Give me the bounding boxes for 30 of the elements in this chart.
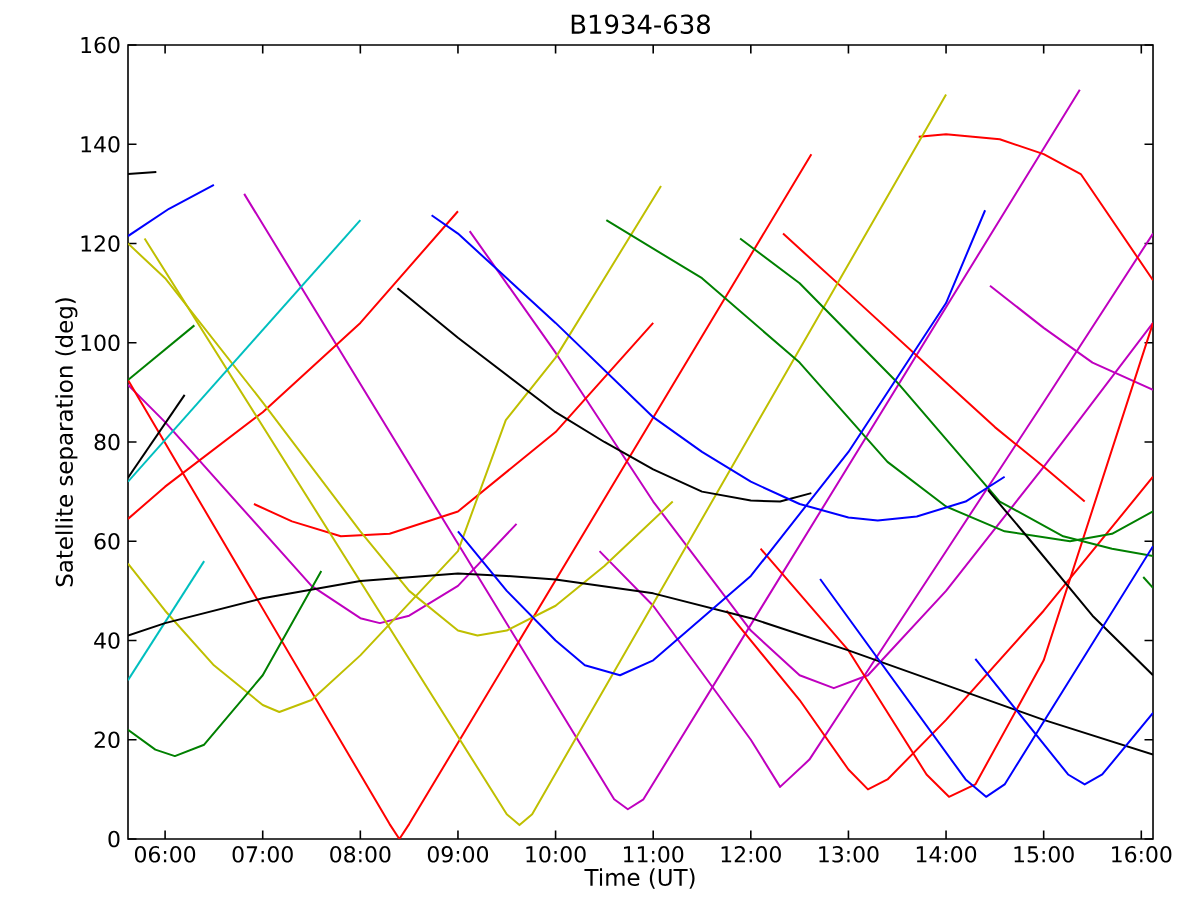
x-tick-label: 13:00	[819, 846, 879, 863]
y-tick-label: 60	[94, 532, 120, 550]
y-axis-title: Satellite separation (deg)	[55, 298, 78, 587]
x-tick-label: 12:00	[721, 846, 781, 863]
x-tick-label: 15:00	[1014, 846, 1074, 863]
chart-title: B1934-638	[571, 14, 710, 34]
y-tick-label: 140	[81, 135, 120, 153]
y-tick-label: 20	[94, 731, 120, 749]
x-tick-label: 08:00	[330, 846, 391, 863]
line-series	[782, 232, 1086, 503]
y-tick-label: 120	[81, 235, 120, 252]
line-series	[396, 287, 813, 503]
y-tick-label: 40	[94, 632, 120, 649]
x-tick-label: 10:00	[526, 846, 586, 863]
x-tick-label: 14:00	[916, 846, 977, 863]
x-axis-title: Time (UT)	[584, 868, 695, 889]
line-series	[252, 321, 655, 538]
x-tick-label: 07:00	[232, 846, 293, 863]
x-tick-label: 11:00	[624, 846, 684, 863]
y-tick-label: 160	[81, 36, 120, 54]
y-tick-label: 100	[81, 334, 120, 352]
line-series	[128, 570, 323, 758]
line-series	[917, 133, 1154, 282]
line-series	[819, 545, 1154, 798]
x-tick-label: 09:00	[427, 846, 489, 863]
line-series	[128, 153, 813, 839]
y-tick-label: 80	[94, 433, 120, 451]
x-tick-label: 16:00	[1112, 846, 1172, 863]
x-tick-label: 06:00	[134, 846, 196, 863]
y-tick-label: 0	[108, 830, 120, 848]
